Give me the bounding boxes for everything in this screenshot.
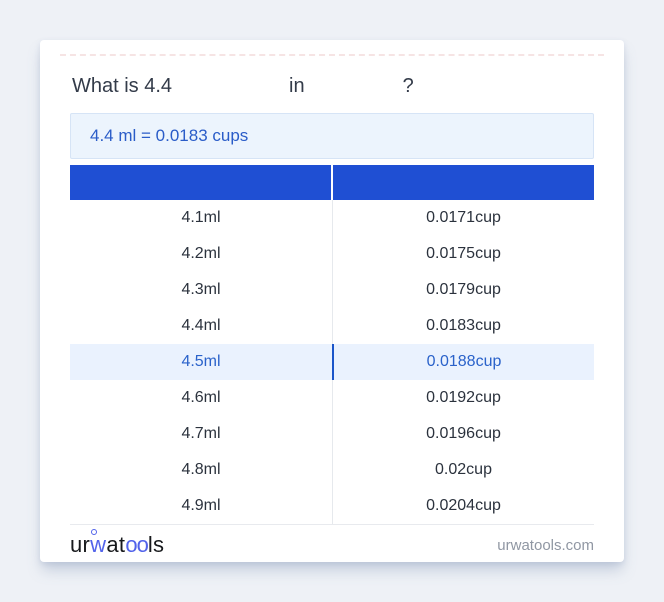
table-header-row [70,165,594,200]
ml-value[interactable]: 4.5ml [181,353,221,370]
logo-text-ur: ur [70,532,91,557]
table-header-cup [333,165,594,200]
ml-value[interactable]: 4.2ml [181,245,221,262]
cup-value[interactable]: 0.0183cup [332,308,594,344]
table-row: 4.2ml 0.0175cup [70,236,594,272]
logo-text-at: at [106,532,126,557]
ml-value[interactable]: 4.1ml [181,209,221,226]
urwatools-logo[interactable]: ur w at oo ls [70,529,165,557]
cup-value[interactable]: 0.0171cup [332,200,594,236]
table-header-ml [70,165,331,200]
logo-text-w: w [90,529,106,557]
cup-value[interactable]: 0.0175cup [332,236,594,272]
table-row: 4.6ml 0.0192cup [70,380,594,416]
question-prefix: What is 4.4 [72,75,173,97]
cup-value[interactable]: 0.02cup [332,452,594,488]
site-url-text: urwatools.com [497,536,594,554]
cup-value[interactable]: 0.0196cup [332,416,594,452]
top-dashed-divider [60,54,604,56]
logo-oo-icon: oo [125,532,149,557]
card-footer: ur w at oo ls urwatools.com [70,525,594,565]
table-row: 4.9ml 0.0204cup [70,488,594,524]
logo-ring-icon [91,529,98,535]
ml-value[interactable]: 4.8ml [181,461,221,478]
cup-value[interactable]: 0.0188cup [332,344,594,380]
ml-value[interactable]: 4.3ml [181,281,221,298]
table-row-highlighted: 4.5ml 0.0188cup [70,344,594,380]
cup-value[interactable]: 0.0204cup [332,488,594,524]
conversion-result-text: 4.4 ml = 0.0183 cups [90,126,249,145]
table-row: 4.3ml 0.0179cup [70,272,594,308]
table-row: 4.8ml 0.02cup [70,452,594,488]
conversion-card: What is 4.4 in ? 4.4 ml = 0.0183 cups 4.… [40,40,624,562]
ml-value[interactable]: 4.7ml [181,425,221,442]
question-connector: in [289,75,305,97]
ml-value[interactable]: 4.9ml [181,497,221,514]
table-row: 4.1ml 0.0171cup [70,200,594,236]
question-heading: What is 4.4 in ? [72,72,592,100]
question-mark: ? [402,75,414,97]
ml-value[interactable]: 4.4ml [181,317,221,334]
cup-value[interactable]: 0.0192cup [332,380,594,416]
table-row: 4.7ml 0.0196cup [70,416,594,452]
cup-value[interactable]: 0.0179cup [332,272,594,308]
conversion-result-box: 4.4 ml = 0.0183 cups [70,113,594,159]
conversion-table: 4.1ml 0.0171cup 4.2ml 0.0175cup 4.3ml 0.… [70,165,594,525]
logo-text-ls: ls [147,532,165,557]
table-row: 4.4ml 0.0183cup [70,308,594,344]
ml-value[interactable]: 4.6ml [181,389,221,406]
